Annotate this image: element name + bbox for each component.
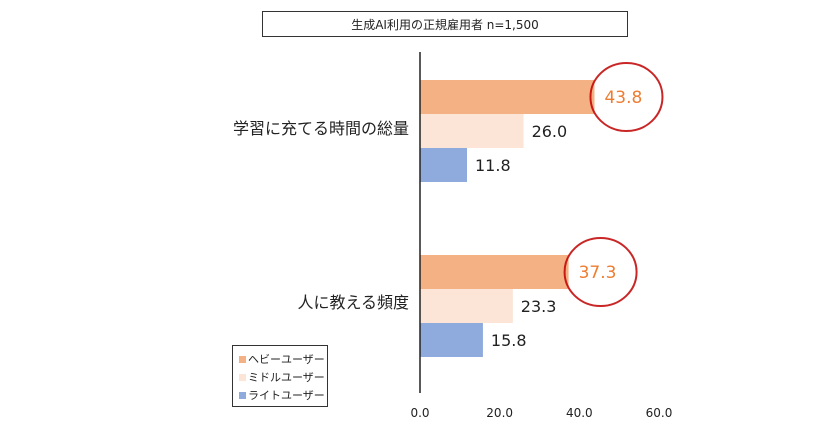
bar-1-series-1 bbox=[420, 80, 595, 114]
highlight-ring-1 bbox=[589, 62, 664, 132]
chart-title: 生成AI利用の正規雇用者 n=1,500 bbox=[262, 11, 628, 37]
data-label-1-series-3: 11.8 bbox=[475, 156, 511, 175]
chart-title-text: 生成AI利用の正規雇用者 n=1,500 bbox=[351, 17, 539, 32]
bar-2-series-1 bbox=[420, 255, 569, 289]
legend-item-light: ライトユーザー bbox=[239, 386, 327, 404]
data-label-1-series-2: 26.0 bbox=[532, 122, 568, 141]
category-label-2: 人に教える頻度 bbox=[297, 293, 409, 312]
data-label-1-series-1: 43.8 bbox=[604, 88, 642, 108]
bar-2-series-3 bbox=[420, 323, 483, 357]
x-tick-label-4: 60.0 bbox=[646, 406, 673, 420]
x-tick-label-3: 40.0 bbox=[566, 406, 593, 420]
category-label-1: 学習に充てる時間の総量 bbox=[233, 119, 409, 138]
legend-swatch-heavy bbox=[239, 355, 246, 363]
bar-1-series-3 bbox=[420, 148, 468, 182]
legend: ヘビーユーザー ミドルユーザー ライトユーザー bbox=[232, 345, 328, 407]
x-tick-label-2: 20.0 bbox=[486, 406, 513, 420]
legend-item-middle: ミドルユーザー bbox=[239, 368, 327, 386]
data-label-2-series-3: 15.8 bbox=[491, 331, 527, 350]
legend-swatch-light bbox=[239, 391, 246, 399]
bar-2-series-2 bbox=[420, 289, 513, 323]
legend-label-middle: ミドルユーザー bbox=[248, 371, 325, 384]
data-label-2-series-2: 23.3 bbox=[521, 297, 557, 316]
data-label-2-series-1: 37.3 bbox=[579, 263, 617, 283]
legend-item-heavy: ヘビーユーザー bbox=[239, 350, 327, 368]
legend-label-light: ライトユーザー bbox=[248, 389, 325, 402]
legend-label-heavy: ヘビーユーザー bbox=[248, 353, 325, 366]
bar-1-series-2 bbox=[420, 114, 524, 148]
highlight-ring-2 bbox=[563, 237, 638, 307]
legend-swatch-middle bbox=[239, 373, 246, 381]
x-tick-label-1: 0.0 bbox=[410, 406, 429, 420]
